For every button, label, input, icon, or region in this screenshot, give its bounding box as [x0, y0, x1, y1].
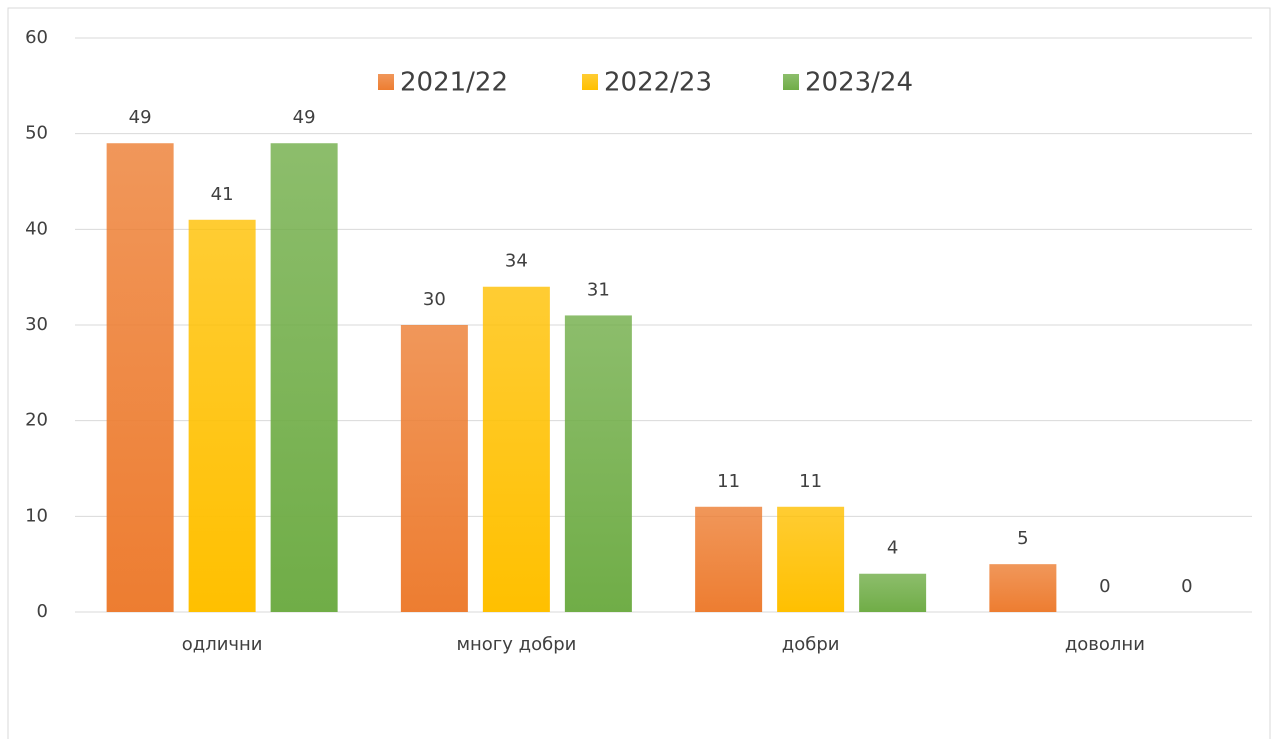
data-label: 5 — [1017, 528, 1028, 549]
data-label: 34 — [505, 251, 528, 272]
data-label: 49 — [129, 107, 152, 128]
x-tick-label: одлични — [182, 634, 263, 655]
data-label: 31 — [587, 279, 610, 300]
y-tick-label: 40 — [25, 218, 48, 239]
bar — [695, 506, 763, 612]
y-tick-label: 60 — [25, 27, 48, 48]
y-tick-label: 20 — [25, 410, 48, 431]
y-tick-label: 0 — [37, 601, 48, 622]
data-label: 4 — [887, 538, 898, 559]
data-label: 49 — [293, 107, 316, 128]
bar — [400, 325, 468, 612]
legend-text: 2022/23 — [604, 68, 712, 98]
legend-text: 2023/24 — [805, 68, 913, 98]
y-tick-label: 30 — [25, 314, 48, 335]
y-tick-label: 10 — [25, 505, 48, 526]
legend-text: 2021/22 — [400, 68, 508, 98]
data-label: 30 — [423, 289, 446, 310]
legend-swatch — [378, 74, 394, 90]
bar — [777, 506, 845, 612]
y-tick-label: 50 — [25, 123, 48, 144]
x-tick-label: многу добри — [456, 634, 576, 655]
data-label: 0 — [1099, 576, 1110, 597]
bar — [564, 315, 632, 612]
bar — [859, 573, 927, 612]
x-tick-label: доволни — [1065, 634, 1145, 655]
bar — [989, 564, 1057, 612]
data-label: 0 — [1181, 576, 1192, 597]
legend-swatch — [783, 74, 799, 90]
bar — [482, 286, 550, 612]
data-label: 11 — [799, 471, 822, 492]
bar — [106, 143, 174, 612]
bar — [270, 143, 338, 612]
bar — [188, 219, 256, 612]
legend-swatch — [582, 74, 598, 90]
x-tick-label: добри — [782, 634, 840, 655]
data-label: 11 — [717, 471, 740, 492]
data-label: 41 — [211, 184, 234, 205]
